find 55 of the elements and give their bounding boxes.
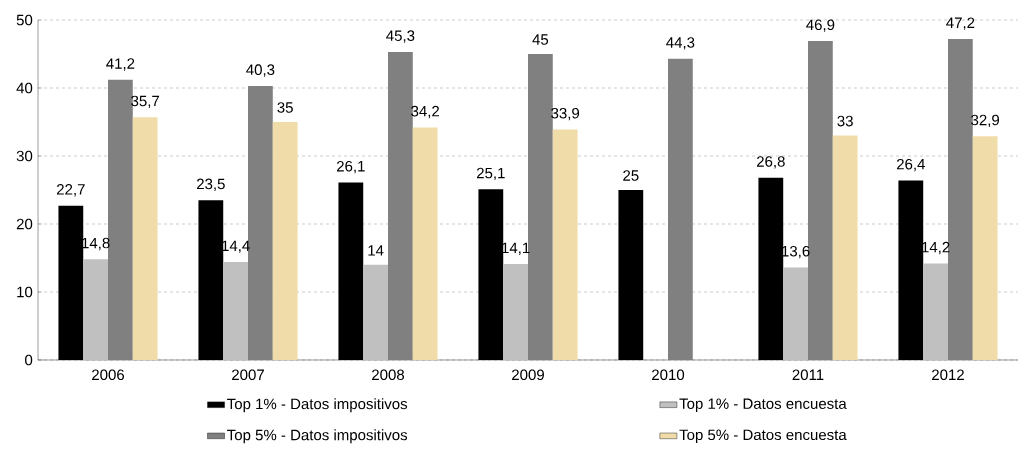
bar xyxy=(832,135,858,360)
bar xyxy=(972,136,998,360)
y-tick-label: 30 xyxy=(16,150,33,162)
bar xyxy=(503,264,528,360)
data-label: 33,9 xyxy=(551,107,580,121)
data-label: 25 xyxy=(623,170,639,181)
data-label: 41,2 xyxy=(106,58,135,71)
legend-label: Top 1% - Datos encuesta xyxy=(679,398,847,412)
data-label: 14,2 xyxy=(922,241,950,255)
data-label: 35,7 xyxy=(131,95,160,109)
x-tick-label: 2006 xyxy=(92,369,125,381)
data-label: 14,4 xyxy=(222,240,250,253)
bar xyxy=(412,127,438,360)
x-tick-label: 2007 xyxy=(232,369,264,381)
x-tick-label: 2008 xyxy=(372,369,405,381)
data-label: 13,6 xyxy=(782,245,810,259)
data-label: 14,1 xyxy=(502,242,530,255)
data-label: 25,1 xyxy=(476,167,505,181)
bar xyxy=(783,267,808,360)
y-tick-label: 10 xyxy=(17,286,33,298)
legend-label: Top 1% - Datos impositivos xyxy=(227,398,408,413)
data-label: 46,9 xyxy=(806,19,835,32)
data-label: 33 xyxy=(837,115,853,127)
data-label: 40,3 xyxy=(246,64,275,77)
data-label: 14 xyxy=(368,245,384,256)
data-label: 22,7 xyxy=(57,184,85,197)
data-label: 23,5 xyxy=(197,178,225,191)
y-tick-label: 0 xyxy=(25,354,33,366)
data-label: 32,9 xyxy=(971,114,1000,128)
bar xyxy=(923,263,948,360)
x-tick-label: 2011 xyxy=(792,369,824,381)
data-label: 45,3 xyxy=(386,30,415,43)
data-label: 34,2 xyxy=(411,105,440,119)
legend-label: Top 5% - Datos encuesta xyxy=(679,429,847,444)
bar xyxy=(272,121,298,360)
data-label: 45 xyxy=(532,34,549,45)
bar xyxy=(363,264,389,360)
bar xyxy=(552,129,578,360)
bar xyxy=(83,259,109,360)
bar xyxy=(223,262,249,360)
bar xyxy=(132,117,158,360)
y-tick-label: 20 xyxy=(16,218,33,230)
legend-label: Top 5% - Datos impositivos xyxy=(227,429,408,444)
data-label: 44,3 xyxy=(666,37,695,50)
data-label: 26,8 xyxy=(756,156,785,169)
data-label: 14,8 xyxy=(82,237,110,251)
data-label: 47,2 xyxy=(946,17,975,30)
x-tick-label: 2009 xyxy=(512,369,544,381)
y-tick-label: 50 xyxy=(16,14,33,26)
x-tick-label: 2010 xyxy=(652,369,685,381)
data-label: 26,1 xyxy=(336,160,365,174)
x-tick-label: 2012 xyxy=(932,369,964,381)
data-label: 26,4 xyxy=(896,158,925,172)
data-label: 35 xyxy=(277,102,293,113)
y-tick-label: 40 xyxy=(16,82,33,94)
